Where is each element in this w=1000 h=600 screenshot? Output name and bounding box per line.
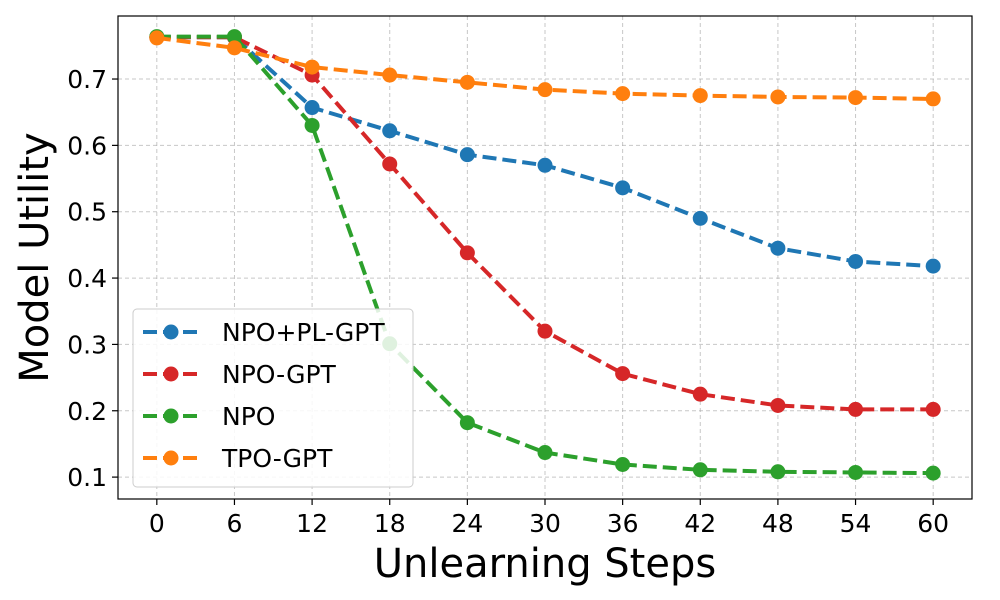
data-point [459,415,475,431]
data-point [382,123,398,139]
data-point [304,117,320,133]
y-tick-label: 0.2 [67,397,107,426]
data-point [382,67,398,83]
y-tick-label: 0.1 [67,463,107,492]
data-point [226,40,242,56]
x-tick-label: 36 [607,509,639,538]
x-tick-label: 48 [762,509,794,538]
data-point [848,253,864,269]
legend: NPO+PL-GPT NPO-GPT NPO TPO-GPT [132,308,414,488]
x-tick-label: 24 [451,509,483,538]
legend-item: NPO [143,402,275,431]
data-point [615,366,631,382]
legend-item: NPO-GPT [143,360,337,389]
y-tick-label: 0.4 [67,264,107,293]
y-axis-label: Model Utility [12,132,58,382]
x-axis-ticks: 0 6 12 18 24 30 36 42 48 54 60 [149,499,949,538]
data-point [848,90,864,106]
x-tick-label: 42 [684,509,716,538]
data-point [382,156,398,172]
data-point [692,462,708,478]
series-tpo-gpt [149,30,941,107]
x-tick-label: 6 [227,509,243,538]
legend-item: NPO+PL-GPT [143,318,385,347]
legend-label: TPO-GPT [221,444,333,473]
data-point [149,30,165,46]
data-point [770,89,786,105]
legend-frame [132,308,414,488]
legend-marker [163,324,179,340]
data-point [692,88,708,104]
legend-label: NPO-GPT [222,360,337,389]
data-point [848,401,864,417]
data-point [459,147,475,163]
x-tick-label: 0 [149,509,165,538]
y-tick-label: 0.7 [67,65,107,94]
data-point [770,464,786,480]
data-point [925,91,941,107]
data-point [925,258,941,274]
data-point [770,397,786,413]
series-npo-pl-gpt [149,29,941,274]
plot-area [117,15,973,500]
legend-item: TPO-GPT [143,444,333,473]
data-point [692,210,708,226]
data-point [925,465,941,481]
legend-marker [163,366,179,382]
data-point [537,445,553,461]
legend-marker [163,408,179,424]
x-tick-label: 30 [529,509,561,538]
x-tick-label: 54 [840,509,872,538]
x-tick-label: 12 [296,509,328,538]
x-tick-label: 18 [374,509,406,538]
data-point [304,59,320,75]
data-point [537,82,553,98]
data-point [537,323,553,339]
y-tick-label: 0.6 [67,131,107,160]
legend-marker [163,450,179,466]
data-point [304,100,320,116]
data-point [848,464,864,480]
data-point [459,245,475,261]
data-point [537,157,553,173]
data-point [925,401,941,417]
legend-label: NPO+PL-GPT [222,318,385,347]
x-tick-label: 60 [917,509,949,538]
series-layer [149,29,941,481]
y-tick-label: 0.5 [67,198,107,227]
legend-label: NPO [222,402,275,431]
y-tick-label: 0.3 [67,330,107,359]
data-point [692,386,708,402]
data-point [615,86,631,102]
data-point [615,457,631,472]
data-point [459,74,475,90]
data-point [226,29,242,45]
y-axis-ticks: 0.1 0.2 0.3 0.4 0.5 0.6 0.7 [67,65,118,492]
x-axis-label: Unlearning Steps [374,541,716,587]
data-point [615,180,631,196]
data-point [770,240,786,256]
